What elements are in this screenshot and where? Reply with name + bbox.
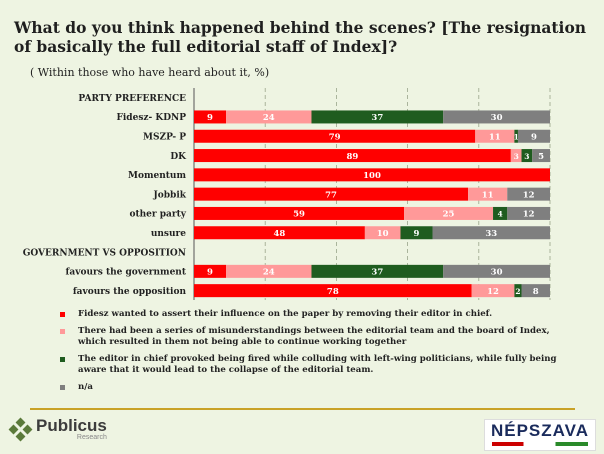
stacked-bar-chart: 0%20%40%60%80%100%PARTY PREFERENCEFidesz… [23,88,551,300]
data-label: 77 [325,190,337,200]
legend-item: n/a [60,382,580,393]
data-label: 24 [263,113,275,123]
bar-segment [194,264,227,278]
data-label: 48 [274,229,286,239]
legend-item: The editor in chief provoked being fired… [60,354,580,376]
publicus-logo: Publicus Research [8,416,107,442]
bar-segment [194,129,476,143]
data-label: 33 [485,229,497,239]
nepszava-brand: NÉPSZAVA [490,421,590,440]
data-label: 78 [327,287,339,297]
bar-segment [194,110,227,124]
bar-segment [226,110,312,124]
legend-label: Fidesz wanted to assert their influence … [78,309,493,319]
category-label: Momentum [128,171,186,181]
bar-segment [532,149,550,163]
bar-segment [404,206,494,220]
category-label: unsure [151,229,186,239]
bar-segment [468,187,508,201]
bar-segment [521,284,550,298]
category-label: DK [170,152,187,162]
data-label: 2 [515,287,520,296]
bar-segment [194,206,405,220]
bar-segment [443,264,550,278]
data-label: 11 [482,190,494,200]
legend-swatch [60,385,65,390]
data-label: 12 [523,190,535,200]
data-label: 89 [346,152,358,162]
data-label: 79 [329,132,341,142]
data-label: 4 [498,210,503,219]
chart-legend: Fidesz wanted to assert their influence … [60,309,580,399]
category-label: favours the government [66,268,187,278]
publicus-brand: Publicus [36,416,107,435]
bar-segment [194,187,469,201]
bar-segment [194,226,365,240]
bar-segment [517,129,550,143]
bar-segment [514,284,522,298]
category-label: MSZP- P [143,132,186,142]
bar-segment [226,264,312,278]
bar-segment [311,264,444,278]
bar-segment [400,226,433,240]
data-label: 3 [524,152,529,161]
data-label: 30 [491,268,503,278]
data-label: 9 [207,113,213,123]
category-label: other party [129,210,186,220]
chart-subtitle: ( Within those who have heard about it, … [30,66,270,79]
legend-label: The editor in chief provoked being fired… [78,354,557,375]
data-label: 5 [538,152,544,162]
data-label: 37 [371,113,383,123]
section-header: GOVERNMENT VS OPPOSITION [23,248,186,258]
data-label: 8 [533,287,539,297]
data-label: 12 [487,287,499,297]
bar-segment [194,168,550,182]
nepszava-flag-stripe [492,442,588,446]
bar-segment [364,226,401,240]
bar-segment [311,110,444,124]
data-label: 30 [491,113,503,123]
publicus-sub: Research [76,434,107,441]
nepszava-logo: NÉPSZAVA [484,419,596,451]
bar-segment [471,284,515,298]
data-label: 24 [263,268,275,278]
footer-divider [30,408,575,410]
bar-segment [194,284,472,298]
bar-segment [432,226,550,240]
bar-segment [507,206,550,220]
bar-segment [194,149,511,163]
legend-item: There had been a series of misunderstand… [60,326,580,348]
bar-segment [507,187,550,201]
data-label: 1 [514,132,519,141]
category-label: Fidesz- KDNP [117,113,187,123]
data-label: 9 [207,268,213,278]
bar-segment [510,149,522,163]
legend-label: n/a [78,382,93,392]
category-label: Jobbik [152,190,186,200]
data-label: 9 [531,132,537,142]
data-label: 3 [514,152,519,161]
legend-label: There had been a series of misunderstand… [78,326,550,347]
data-label: 59 [293,210,305,220]
section-header: PARTY PREFERENCE [78,94,186,104]
category-label: favours the opposition [73,287,187,297]
data-label: 11 [489,132,501,142]
bar-segment [475,129,515,143]
bar-segment [493,206,508,220]
data-label: 12 [523,210,535,220]
data-label: 25 [443,210,455,220]
data-label: 100 [363,171,381,181]
bar-segment [443,110,550,124]
legend-swatch [60,312,65,317]
chart-title: What do you think happened behind the sc… [14,18,587,56]
data-label: 37 [371,268,383,278]
publicus-diamond-icon [8,417,33,442]
data-label: 9 [414,229,420,239]
legend-swatch [60,329,65,334]
bar-segment [521,149,533,163]
legend-item: Fidesz wanted to assert their influence … [60,309,580,320]
data-label: 10 [377,229,389,239]
bar-segment [514,129,518,143]
legend-swatch [60,357,65,362]
